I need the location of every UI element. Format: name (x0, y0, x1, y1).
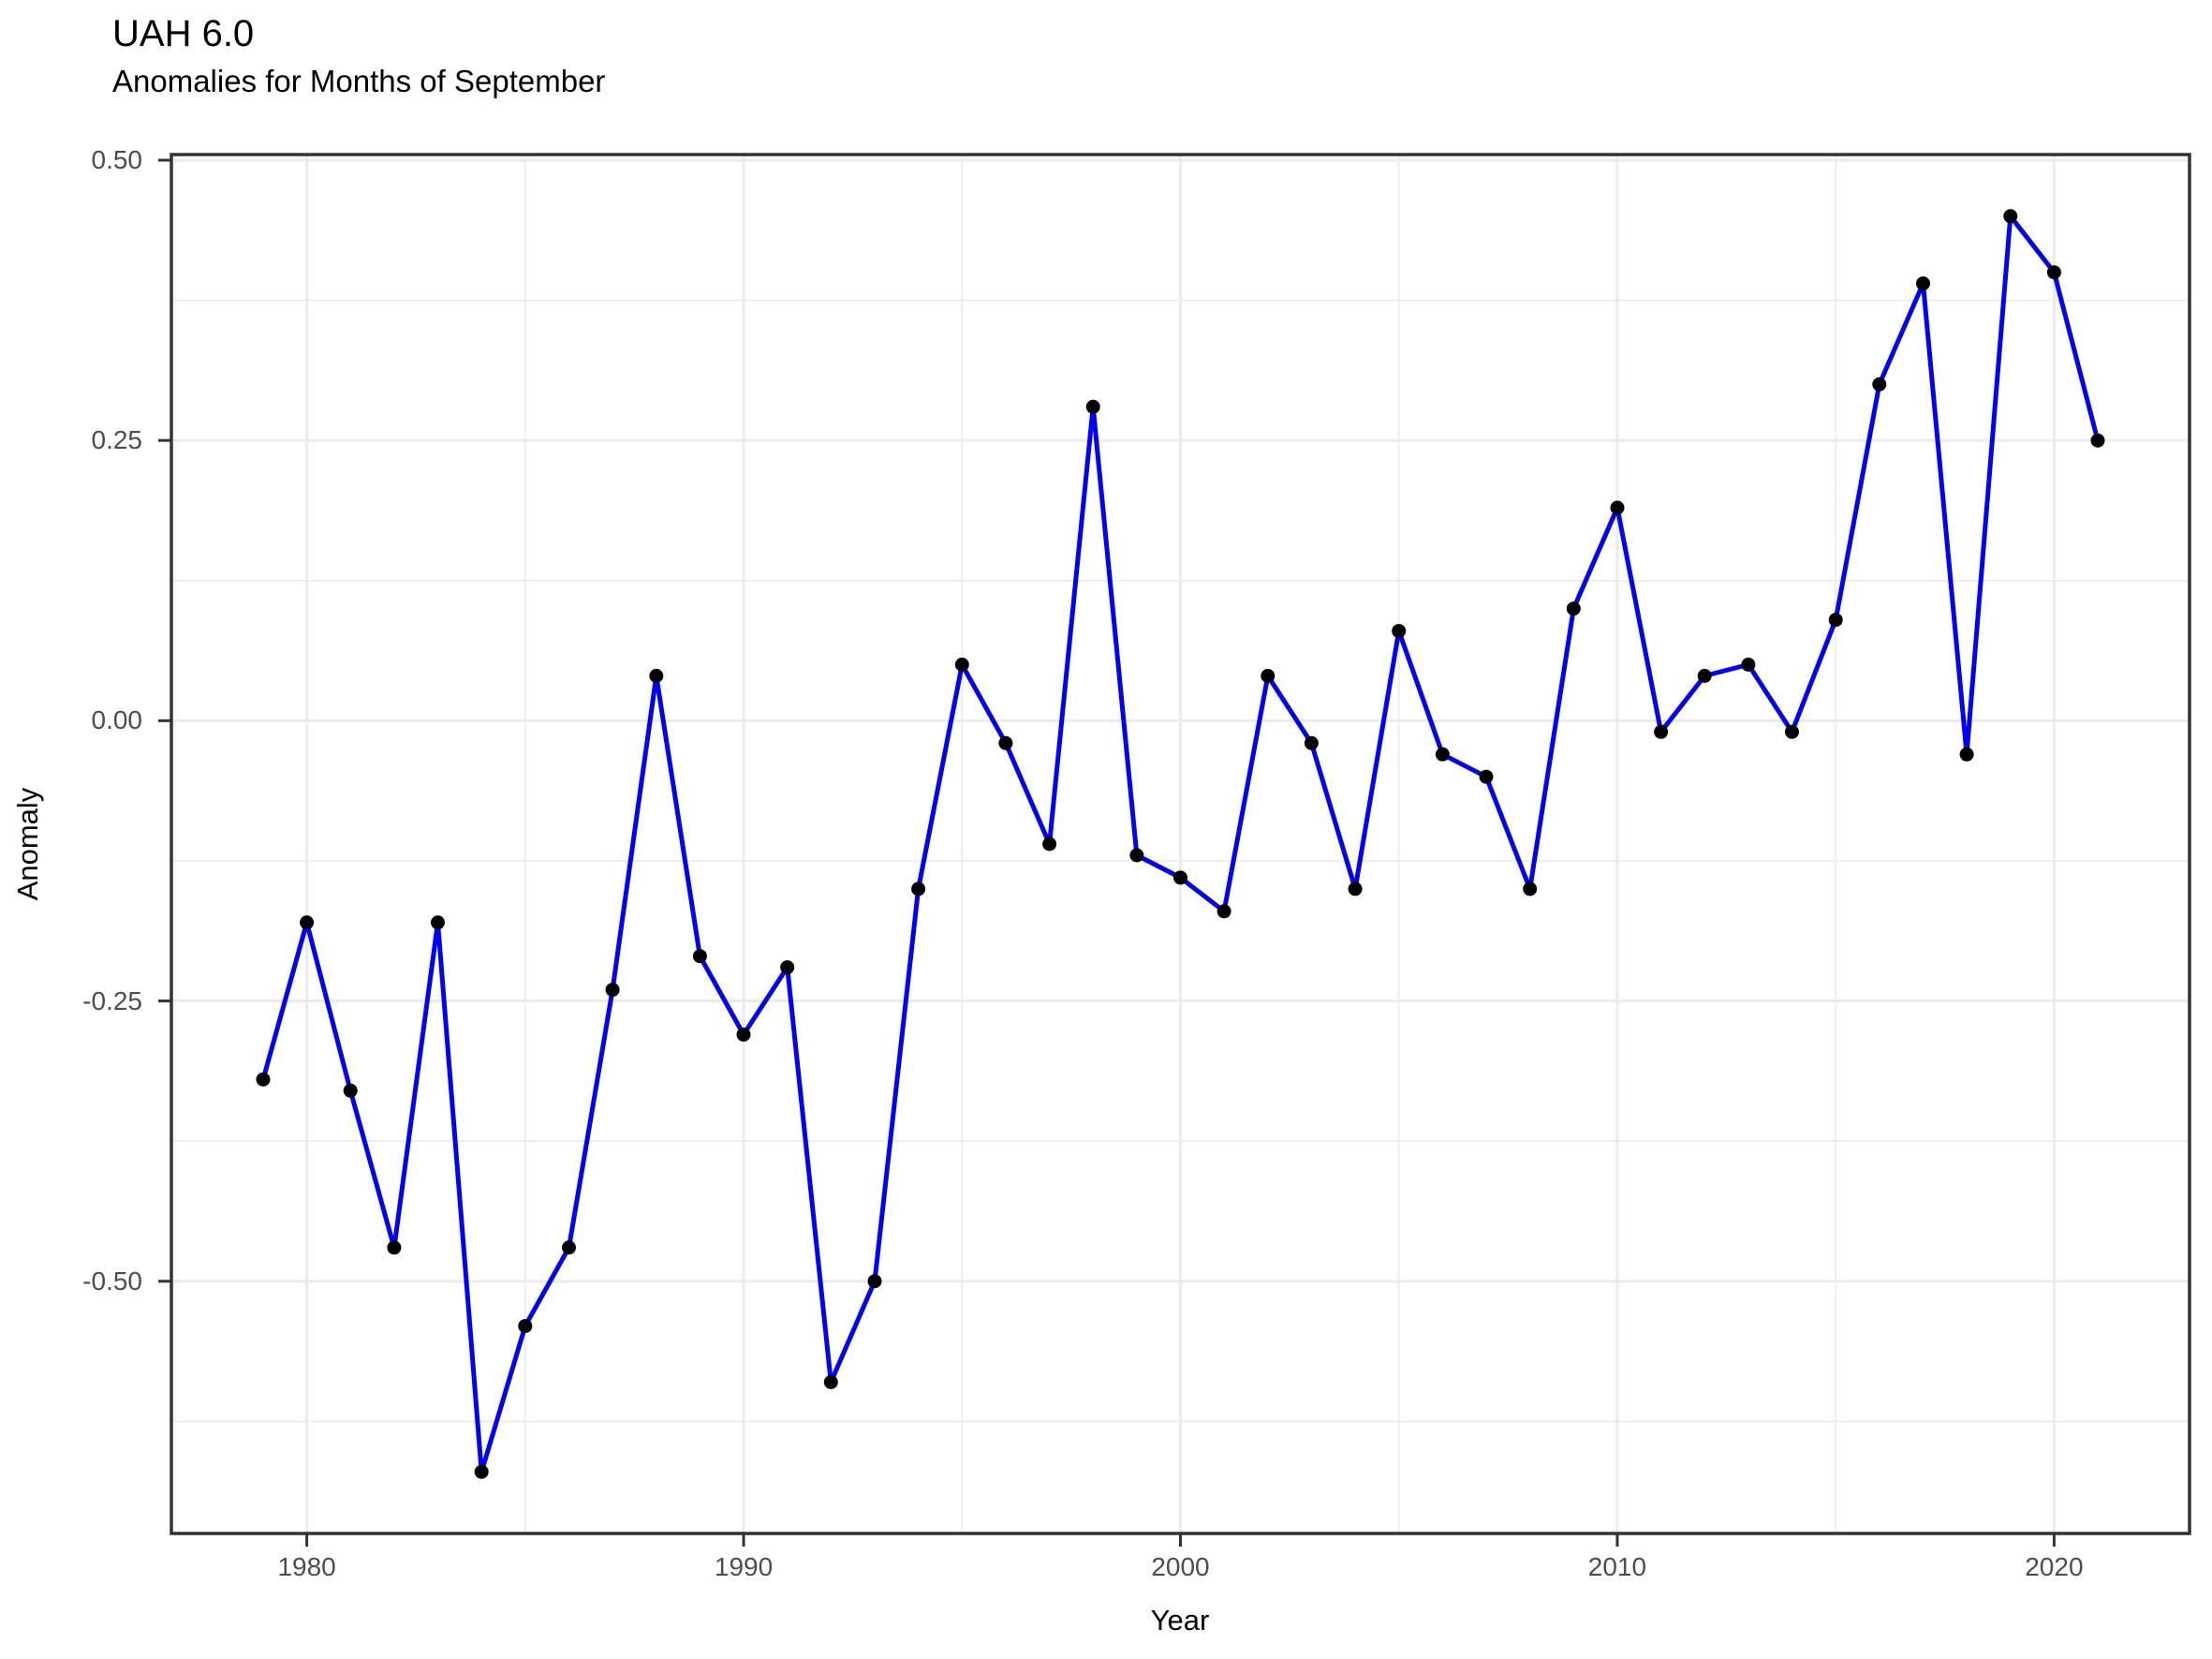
x-tick-label: 2000 (1151, 1552, 1210, 1581)
data-point (692, 949, 707, 964)
x-tick-label: 2020 (2025, 1552, 2084, 1581)
data-point (1348, 881, 1363, 896)
data-point (474, 1464, 489, 1479)
data-point (1217, 904, 1231, 919)
data-point (1261, 669, 1276, 683)
data-point (1610, 500, 1625, 515)
data-point (2046, 265, 2061, 280)
y-tick-label: 0.00 (91, 705, 143, 735)
data-point (911, 881, 926, 896)
data-point (1173, 870, 1187, 885)
data-point (1129, 848, 1144, 863)
data-point (2090, 433, 2105, 448)
y-tick-label: 0.25 (91, 425, 143, 455)
x-axis-title: Year (1150, 1604, 1210, 1637)
data-point (256, 1072, 271, 1087)
data-point (562, 1240, 576, 1255)
data-point (1085, 399, 1100, 414)
data-point (2003, 209, 2018, 224)
y-tick-label: -0.25 (82, 985, 142, 1015)
data-point (300, 915, 315, 930)
y-axis-title: Anomaly (11, 787, 44, 901)
data-point (867, 1274, 882, 1289)
chart-title: UAH 6.0 (112, 13, 255, 54)
data-point (1959, 747, 1974, 762)
chart-subtitle: Anomalies for Months of September (112, 64, 606, 98)
y-tick-label: -0.50 (82, 1266, 142, 1296)
data-point (1392, 624, 1407, 639)
data-point (649, 669, 664, 683)
data-point (1916, 276, 1930, 291)
data-point (431, 915, 445, 930)
data-point (998, 735, 1013, 750)
data-point (736, 1027, 751, 1042)
data-point (1304, 735, 1319, 750)
data-point (1697, 669, 1712, 683)
data-point (1785, 724, 1799, 739)
data-point (343, 1083, 358, 1098)
data-point (1479, 769, 1494, 784)
data-point (1872, 377, 1887, 392)
data-point (1654, 724, 1669, 739)
data-point (823, 1374, 838, 1389)
data-point (1523, 881, 1538, 896)
x-tick-label: 1990 (714, 1552, 774, 1581)
data-point (1435, 747, 1450, 762)
data-point (605, 983, 620, 998)
data-point (1828, 613, 1843, 628)
data-point (1741, 658, 1756, 672)
data-point (518, 1319, 533, 1334)
data-point (780, 960, 795, 975)
y-tick-label: 0.50 (91, 144, 143, 174)
data-point (1042, 837, 1057, 852)
x-tick-label: 2010 (1587, 1552, 1647, 1581)
data-point (387, 1240, 402, 1255)
x-tick-label: 1980 (277, 1552, 336, 1581)
data-point (954, 658, 969, 672)
data-point (1566, 601, 1581, 616)
